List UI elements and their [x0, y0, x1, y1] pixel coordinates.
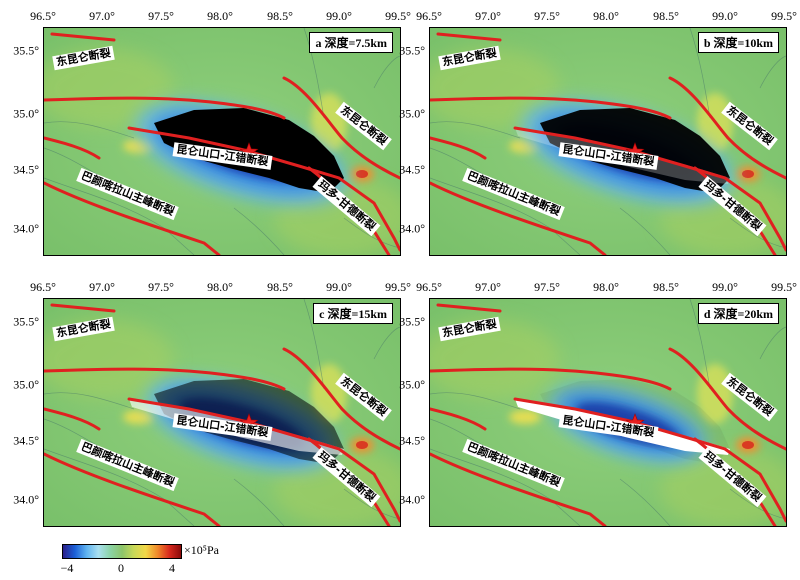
y-tick-label: 35.5°: [399, 43, 425, 58]
y-tick-label: 34.5°: [399, 162, 425, 177]
colorbar-tick-zero: 0: [118, 561, 124, 575]
x-tick-label: 96.5°: [30, 280, 56, 294]
panel-a: 96.5° 97.0° 97.5° 98.0° 98.5° 99.0° 99.5° 35.5°…: [13, 9, 411, 256]
y-tick-label: 35.0°: [13, 106, 39, 121]
y-tick-label: 34.0°: [399, 221, 425, 236]
y-tick-label: 34.0°: [13, 492, 39, 507]
x-tick-label: 99.5°: [771, 280, 797, 294]
x-tick-label: 98.5°: [267, 9, 293, 23]
x-tick-label: 97.5°: [534, 280, 560, 294]
y-tick-label: 34.5°: [13, 433, 39, 448]
x-tick-label: 96.5°: [416, 9, 442, 23]
panel-b: 96.5° 97.0° 97.5° 98.0° 98.5° 99.0° 99.5° 35.5°…: [399, 9, 797, 256]
x-tick-label: 98.0°: [593, 9, 619, 23]
y-tick-label: 35.5°: [13, 43, 39, 58]
y-tick-label: 35.0°: [399, 106, 425, 121]
x-tick-label: 97.0°: [475, 280, 501, 294]
x-tick-label: 97.5°: [148, 9, 174, 23]
panel-c: 96.5° 97.0° 97.5° 98.0° 98.5° 99.0° 99.5° 35.5°…: [13, 280, 411, 527]
x-tick-label: 98.0°: [207, 9, 233, 23]
y-tick-label: 35.5°: [13, 314, 39, 329]
y-tick-label: 34.0°: [13, 221, 39, 236]
x-tick-label: 99.0°: [712, 280, 738, 294]
y-tick-label: 34.5°: [13, 162, 39, 177]
x-tick-label: 99.0°: [326, 9, 352, 23]
y-tick-label: 34.0°: [399, 492, 425, 507]
panel-depth-label: c 深度=15km: [313, 303, 393, 324]
y-tick-label: 35.0°: [399, 377, 425, 392]
panel-depth-label: d 深度=20km: [697, 303, 779, 324]
x-tick-label: 96.5°: [30, 9, 56, 23]
panel-depth-label: a 深度=7.5km: [309, 32, 393, 53]
y-tick-label: 34.5°: [399, 433, 425, 448]
x-tick-label: 99.5°: [385, 9, 411, 23]
panel-depth-label: b 深度=10km: [697, 32, 779, 53]
map-canvas: [43, 27, 401, 256]
x-tick-label: 97.5°: [148, 280, 174, 294]
x-tick-label: 98.5°: [653, 9, 679, 23]
panel-d: 96.5° 97.0° 97.5° 98.0° 98.5° 99.0° 99.5° 35.5°…: [399, 280, 797, 527]
x-tick-label: 97.0°: [475, 9, 501, 23]
x-tick-label: 99.5°: [771, 9, 797, 23]
colorbar-tick-max: 4: [169, 561, 175, 575]
x-tick-label: 98.5°: [653, 280, 679, 294]
x-tick-label: 99.0°: [712, 9, 738, 23]
y-tick-label: 35.0°: [13, 377, 39, 392]
colorbar-tick-min: −4: [60, 561, 74, 575]
x-tick-label: 99.5°: [385, 280, 411, 294]
colorbar: [62, 544, 182, 559]
x-tick-label: 97.0°: [89, 280, 115, 294]
x-tick-label: 97.0°: [89, 9, 115, 23]
x-tick-label: 98.0°: [207, 280, 233, 294]
y-tick-label: 35.5°: [399, 314, 425, 329]
x-tick-label: 99.0°: [326, 280, 352, 294]
colorbar-unit: ×10⁵Pa: [184, 543, 219, 557]
x-tick-label: 98.5°: [267, 280, 293, 294]
x-tick-label: 98.0°: [593, 280, 619, 294]
x-tick-label: 97.5°: [534, 9, 560, 23]
x-tick-label: 96.5°: [416, 280, 442, 294]
